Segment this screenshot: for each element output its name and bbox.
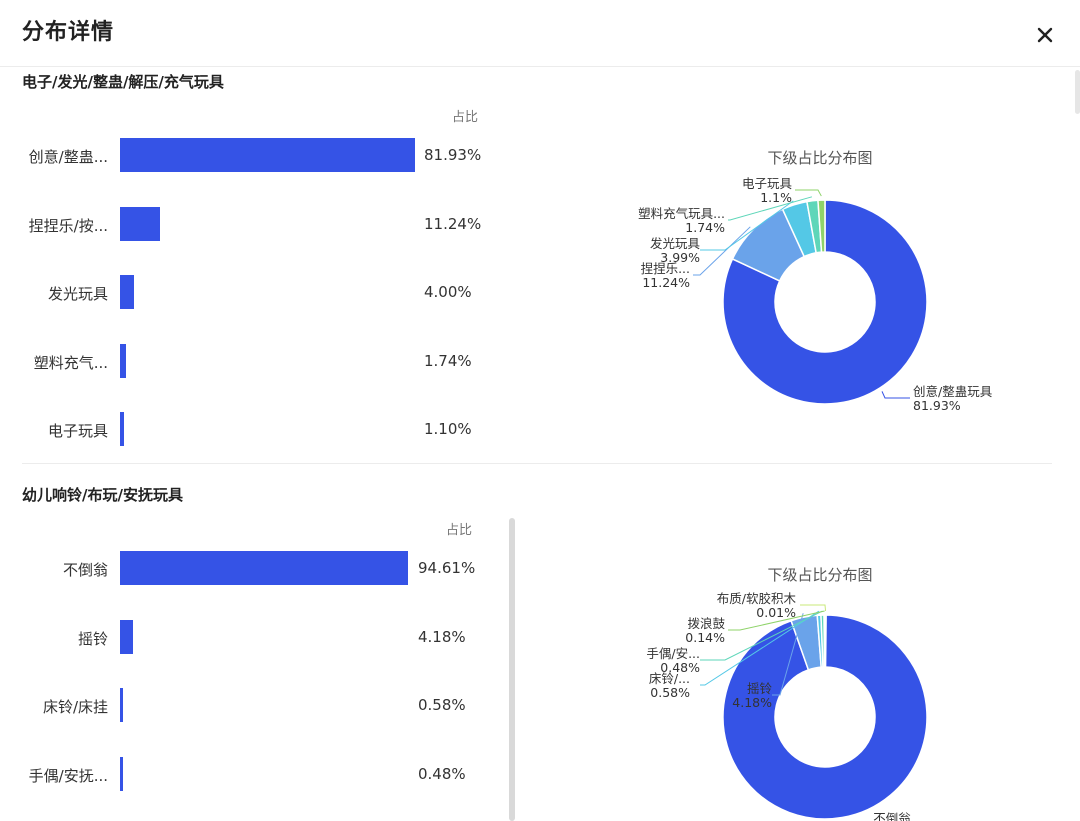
slice-name: 布质/软胶积木 [717,591,797,606]
bar-label: 摇铃 [77,629,108,648]
column-header: 占比 [452,110,479,125]
bar [120,343,127,378]
page-scrollbar[interactable] [1075,70,1080,114]
bar-label: 手偶/安抚... [28,766,108,785]
slice-value: 0.14% [685,630,725,645]
slice-name: 不倒翁 [873,811,911,821]
bar-value-label: 81.93% [424,146,482,164]
bar [120,412,124,446]
section-title: 幼儿响铃/布玩/安抚玩具 [22,486,183,504]
slice-name: 塑料充气玩具... [638,206,725,221]
donut-slice [824,614,827,668]
donut-slice [722,614,928,820]
bar-row: 发光玩具 4.00% [0,275,500,311]
bar-row: 捏捏乐/按... 11.24% [0,206,500,243]
chart-title: 下级占比分布图 [767,566,872,584]
section-divider [22,463,1052,464]
close-icon[interactable] [1030,20,1060,50]
bar [120,756,123,791]
column-header: 占比 [446,523,473,538]
label-leader-line [700,200,794,251]
bar-row: 创意/整蛊... 81.93% [0,138,500,174]
dialog-header: 分布详情 [0,0,1080,67]
bar [120,206,161,241]
bar-label: 不倒翁 [62,561,108,579]
slice-value: 0.58% [650,685,690,700]
bar-row: 不倒翁 94.61% [0,551,500,587]
slice-value: 0.48% [660,660,700,675]
bar-value-label: 1.10% [424,420,472,438]
donut-slice [817,199,826,253]
label-leader-line [728,610,825,631]
chart-title: 下级占比分布图 [767,149,872,167]
bar [120,138,415,172]
bar-label: 塑料充气... [33,353,108,372]
slice-name: 捏捏乐... [641,261,690,276]
slice-value: 1.1% [760,190,792,205]
donut-slice [722,199,928,405]
bar [120,275,135,309]
slice-value: 11.24% [642,275,690,290]
slice-name: 电子玩具 [742,176,793,191]
bar [120,619,133,654]
slice-name: 创意/整蛊玩具 [913,384,993,399]
slice-name: 发光玩具 [650,236,701,251]
page-title: 分布详情 [22,20,115,45]
label-leader-line [700,610,823,661]
bar-row: 床铃/床挂 0.58% [0,688,500,724]
slice-value: 0.01% [756,605,796,620]
bar-value-label: 94.61% [418,559,476,577]
label-leader-line [772,613,804,696]
slice-name: 拨浪鼓 [687,616,725,631]
slice-value: 3.99% [660,250,700,265]
label-leader-line [795,189,822,197]
bar-value-label: 1.74% [424,351,472,370]
bar-row: 摇铃 4.18% [0,619,500,656]
slice-value: 81.93% [913,398,961,413]
label-leader-line [693,226,751,276]
label-leader-line [700,610,820,686]
slice-name: 床铃/... [649,671,690,686]
bar-label: 床铃/床挂 [42,698,108,716]
label-leader-line [881,391,910,399]
bar [120,688,123,722]
bar-label: 创意/整蛊... [28,148,108,166]
bar-label: 捏捏乐/按... [28,216,108,235]
bar-value-label: 4.18% [418,627,466,646]
slice-name: 手偶/安... [646,646,700,661]
bar-row: 手偶/安抚... 0.48% [0,756,500,793]
slice-name: 摇铃 [747,681,773,696]
bar-label: 发光玩具 [47,285,108,303]
slice-value: 1.74% [685,220,725,235]
bar-value-label: 11.24% [424,214,482,233]
bar [120,551,408,585]
bar-row: 电子玩具 1.10% [0,412,500,448]
bar-row: 塑料充气... 1.74% [0,343,500,380]
bar-value-label: 4.00% [424,283,472,301]
label-leader-line [800,604,827,612]
bar-value-label: 0.48% [418,764,466,783]
section-title: 电子/发光/整蛊/解压/充气玩具 [22,73,224,91]
bar-label: 电子玩具 [47,422,108,440]
bar-value-label: 0.58% [418,696,466,714]
panel-scrollbar[interactable] [509,518,515,821]
slice-value: 4.18% [732,695,772,710]
label-leader-line [728,196,813,221]
